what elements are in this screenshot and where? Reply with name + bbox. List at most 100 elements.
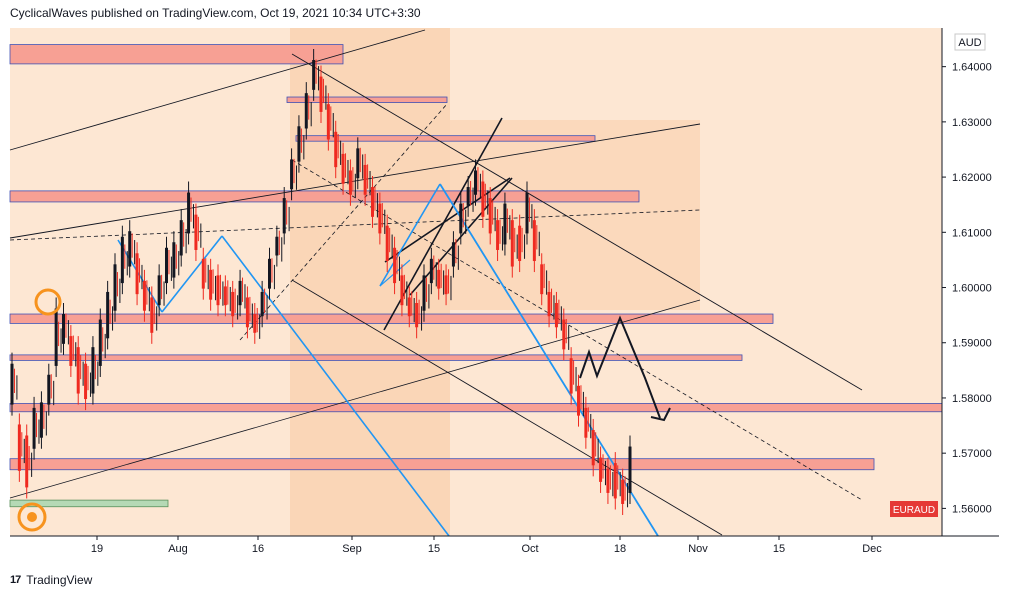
candle-body [245, 297, 249, 328]
candle-body [363, 164, 367, 195]
candle-body [371, 187, 374, 217]
candle-body [341, 153, 345, 184]
candle-body [39, 402, 43, 438]
wedge-upper-line [383, 117, 503, 331]
candle-body [496, 220, 500, 250]
candle-body [209, 269, 213, 300]
candle-body [17, 424, 21, 471]
candle-body [613, 463, 617, 499]
x-tick-label: 15 [428, 543, 440, 555]
symbol-badge [890, 501, 938, 517]
candle-body [503, 203, 507, 245]
rising-channel-mid-2 [239, 103, 448, 341]
candle-body [510, 220, 514, 267]
candle-body [120, 236, 124, 284]
candle-body [621, 479, 625, 504]
resistance-box [286, 96, 448, 103]
candle-body [62, 314, 65, 344]
currency-badge [954, 33, 986, 51]
x-tick-label: 19 [91, 543, 103, 555]
candle-body [150, 297, 154, 333]
candle-body [25, 435, 29, 488]
y-tick-label: 1.64000 [952, 62, 992, 74]
candle-body [231, 291, 235, 317]
forecast-path [579, 315, 661, 419]
candle-body [268, 258, 271, 289]
candle-body [606, 468, 610, 493]
y-tick-label: 1.58000 [952, 393, 992, 405]
candle-body [47, 374, 51, 405]
y-tick-label: 1.61000 [952, 227, 992, 239]
candle-body [628, 446, 632, 493]
y-tick-label: 1.63000 [952, 117, 992, 129]
candle-body [459, 203, 463, 234]
y-tick-label: 1.62000 [952, 172, 992, 184]
x-tick-label: Oct [521, 543, 538, 555]
candle-body [157, 275, 161, 306]
candle-body [562, 319, 566, 350]
candle-body [187, 192, 191, 234]
blue-down-line [221, 235, 450, 537]
candle-body [393, 247, 397, 284]
rising-channel-upper [9, 29, 426, 151]
zone-highlight-2 [450, 120, 700, 310]
candle-body [481, 181, 485, 217]
candle-body [518, 225, 522, 262]
falling-channel-mid [291, 159, 863, 501]
candle-body [98, 319, 102, 366]
candle-body [223, 286, 227, 306]
x-tick-label: 16 [252, 543, 264, 555]
x-tick-label: Sep [342, 543, 362, 555]
candle-body [282, 198, 286, 234]
candle-body [135, 253, 139, 295]
candle-body [128, 231, 132, 267]
candle-body [326, 104, 330, 140]
candle-body [32, 407, 36, 449]
x-tick-label: 15 [773, 543, 785, 555]
y-tick-label: 1.59000 [952, 338, 992, 350]
footer-brand-label: TradingView [26, 573, 93, 587]
footer-brand[interactable]: 17 TradingView [10, 573, 92, 587]
candle-body [466, 187, 470, 206]
candle-body [312, 60, 316, 90]
candle-body [113, 264, 117, 311]
support-box [9, 499, 169, 508]
candle-body [172, 242, 176, 278]
candle-body [334, 131, 338, 168]
price-axis-bg [942, 28, 999, 536]
publisher-header: CyclicalWaves published on TradingView.c… [10, 6, 421, 20]
resistance-box [9, 190, 640, 203]
wedge-top-line [384, 177, 511, 263]
time-axis-bg [10, 536, 999, 564]
resistance-box [9, 458, 875, 471]
candle-body [474, 170, 477, 195]
candle-body [407, 297, 411, 317]
rising-channel-mid [9, 209, 701, 241]
y-tick-label: 1.57000 [952, 448, 992, 460]
candle-body [429, 258, 433, 284]
currency-label: AUD [958, 37, 981, 49]
candle-body [569, 358, 573, 394]
candle-body [91, 347, 95, 394]
y-tick-label: 1.56000 [952, 503, 992, 515]
candle-body [319, 76, 323, 112]
candle-body [599, 457, 603, 482]
rising-channel-lower [9, 299, 701, 499]
candle-body [547, 291, 551, 317]
candle-body [76, 347, 80, 394]
candle-body [142, 280, 146, 311]
candle-body [84, 363, 88, 400]
x-tick-label: Dec [862, 543, 882, 555]
candle-body [540, 264, 544, 295]
blue-zigzag-2 [161, 235, 223, 313]
resistance-box [9, 354, 743, 361]
candle-body [415, 302, 419, 328]
blue-wedge-up [379, 183, 441, 287]
x-tick-label: Aug [168, 543, 188, 555]
candle-body [584, 407, 588, 438]
bottom-circle-marker [17, 502, 47, 532]
candle-body [275, 236, 279, 256]
candle-body [554, 302, 558, 328]
candle-body [194, 214, 198, 250]
